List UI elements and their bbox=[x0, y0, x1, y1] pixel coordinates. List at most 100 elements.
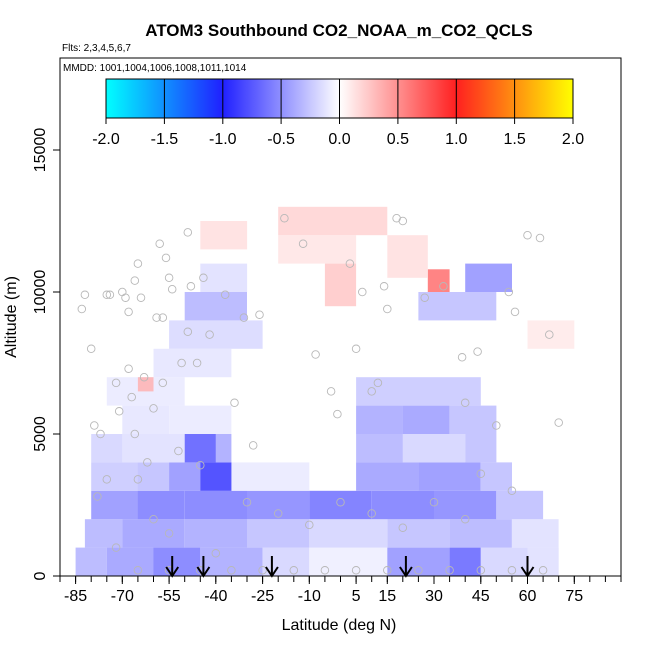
heatmap-cell bbox=[84, 519, 123, 548]
sample-point bbox=[177, 358, 186, 368]
sample-point bbox=[130, 429, 140, 439]
x-tick-label: -10 bbox=[298, 588, 321, 605]
sample-point bbox=[164, 529, 174, 538]
heatmap-cell bbox=[247, 519, 310, 548]
heatmap-cell bbox=[356, 462, 419, 491]
sample-point bbox=[538, 566, 548, 575]
heatmap-cell bbox=[496, 490, 544, 520]
heatmap-cell bbox=[153, 348, 232, 378]
heatmap-cell bbox=[169, 462, 201, 491]
sample-point bbox=[161, 253, 171, 263]
x-tick-label: -70 bbox=[111, 588, 134, 605]
sample-point bbox=[124, 307, 133, 317]
heatmap-cell bbox=[231, 462, 310, 491]
sample-point bbox=[80, 290, 90, 300]
sample-point bbox=[439, 282, 448, 291]
heatmap-cell bbox=[91, 434, 123, 463]
sample-point bbox=[133, 566, 143, 575]
sample-point bbox=[535, 233, 545, 243]
sample-point bbox=[192, 358, 202, 368]
heatmap-cell bbox=[387, 235, 428, 278]
sample-point bbox=[336, 497, 345, 507]
heatmap-cell bbox=[418, 292, 497, 321]
sample-point bbox=[255, 310, 264, 319]
sample-point bbox=[510, 307, 520, 317]
sample-point bbox=[111, 378, 121, 388]
colorbar-tick-label: 0.0 bbox=[328, 131, 350, 148]
sample-point bbox=[507, 566, 517, 575]
colorbar-tick-label: 2.0 bbox=[562, 131, 584, 148]
sample-point bbox=[174, 446, 183, 456]
heatmap-cell bbox=[356, 405, 403, 434]
y-tick-label: 5000 bbox=[32, 416, 49, 452]
x-axis: -85 -70 -55 -40 -25 -10 5 15 30 45 60 75 bbox=[59, 576, 622, 605]
heatmap-cell bbox=[91, 490, 138, 520]
sample-point bbox=[199, 273, 208, 283]
sample-point bbox=[149, 404, 158, 413]
colorbar: -2.0 -1.5 -1.0 -0.5 0.0 0.5 1.0 1.5 2.0 bbox=[92, 78, 584, 148]
y-tick-label: 10000 bbox=[32, 270, 49, 315]
x-tick-label: 75 bbox=[565, 588, 583, 605]
heatmap-cell bbox=[356, 434, 403, 463]
heatmap-cell bbox=[371, 490, 434, 520]
colorbar-tick-label: -2.0 bbox=[92, 131, 120, 148]
sample-point bbox=[136, 293, 146, 302]
sample-point bbox=[367, 509, 376, 518]
sample-point bbox=[398, 216, 408, 226]
sample-point bbox=[111, 543, 121, 552]
sample-point bbox=[77, 304, 87, 314]
sample-point bbox=[90, 421, 99, 430]
heatmap-cell bbox=[169, 320, 263, 349]
sample-point bbox=[460, 514, 470, 524]
heatmap-cell bbox=[356, 377, 481, 406]
sample-point bbox=[545, 330, 554, 339]
sample-point bbox=[242, 497, 252, 507]
sample-point bbox=[457, 353, 467, 362]
sample-point bbox=[351, 344, 361, 354]
sample-point bbox=[289, 566, 299, 575]
sample-point bbox=[186, 282, 196, 291]
heatmap-cell bbox=[465, 434, 497, 463]
sample-point bbox=[139, 372, 149, 382]
heatmap-cell bbox=[278, 206, 388, 236]
sample-point bbox=[121, 293, 130, 302]
sample-point bbox=[383, 304, 392, 314]
y-tick-label: 0 bbox=[32, 571, 49, 580]
heatmap-cell bbox=[200, 547, 263, 576]
x-tick-label: 5 bbox=[352, 588, 361, 605]
sample-point bbox=[280, 213, 289, 223]
sample-point bbox=[152, 313, 161, 322]
heatmap-cell bbox=[200, 221, 248, 250]
heatmap-cell bbox=[137, 490, 185, 520]
sample-point bbox=[320, 566, 330, 575]
sample-point bbox=[476, 469, 486, 479]
sample-point bbox=[96, 429, 105, 439]
heatmap-cell bbox=[122, 519, 185, 548]
heatmap-cell bbox=[137, 377, 154, 392]
sample-point bbox=[93, 492, 102, 501]
sample-point bbox=[398, 523, 408, 532]
heatmap-cell bbox=[169, 405, 232, 434]
sample-points bbox=[77, 213, 563, 575]
sample-point bbox=[211, 549, 221, 558]
heatmap-cell bbox=[309, 490, 372, 520]
sample-point bbox=[445, 566, 454, 575]
sample-point bbox=[345, 259, 355, 268]
sample-point bbox=[133, 475, 143, 484]
sample-point bbox=[351, 566, 361, 575]
y-axis: 0 5000 10000 15000 bbox=[32, 128, 60, 580]
sample-point bbox=[114, 407, 124, 416]
sample-point bbox=[429, 497, 439, 507]
heatmap-cell bbox=[511, 519, 559, 548]
heatmap-cell bbox=[200, 462, 232, 491]
flights-note: Flts: 2,3,4,5,6,7 bbox=[62, 43, 131, 54]
sample-point bbox=[167, 284, 177, 294]
sample-point bbox=[476, 566, 486, 575]
sample-point bbox=[127, 392, 136, 402]
heatmap-cell bbox=[91, 462, 138, 491]
sample-point bbox=[367, 387, 376, 396]
sample-point bbox=[258, 566, 267, 575]
chart-title: ATOM3 Southbound CO2_NOAA_m_CO2_QCLS bbox=[145, 21, 533, 40]
sample-point bbox=[326, 387, 336, 396]
